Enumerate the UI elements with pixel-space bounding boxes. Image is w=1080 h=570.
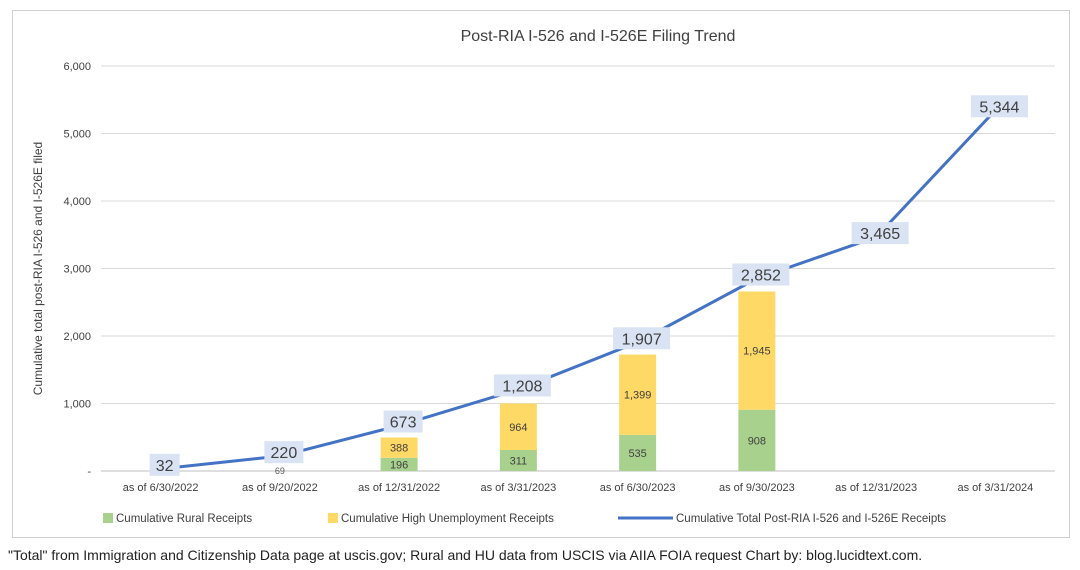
legend-label: Cumulative Total Post-RIA I-526 and I-52… [676,513,946,525]
y-axis-label: Cumulative total post-RIA I-526 and I-52… [31,142,45,395]
y-tick-label: 5,000 [63,129,91,141]
line-label: 32 [156,458,174,475]
x-tick-label: as of 6/30/2023 [600,482,676,494]
line-label: 673 [390,415,417,432]
line-label: 3,465 [860,226,900,243]
line-label: 220 [271,445,298,462]
bar-label-high-unemployment: 388 [390,443,408,455]
bar-label-rural: 311 [510,456,528,468]
bar-high-unemployment [619,354,657,435]
x-tick-label: as of 3/31/2023 [480,482,556,494]
bar-label-rural: 196 [390,459,408,471]
x-tick-label: as of 9/30/2023 [719,482,795,494]
legend-label: Cumulative Rural Receipts [116,513,252,525]
line-total [160,109,997,471]
line-label-box [613,327,671,350]
y-tick-label: 1,000 [63,399,91,411]
chart: Post-RIA I-526 and I-526E Filing Trend - 1… [31,28,1055,525]
x-tick-label: as of 3/31/2024 [957,482,1033,494]
line-label: 2,852 [741,267,781,284]
source-caption: "Total" from Immigration and Citizenship… [8,547,923,563]
y-tick-label: 3,000 [63,264,91,276]
bar-label-small: 69 [275,466,285,476]
line-label-box [732,263,790,286]
bar-label-high-unemployment: 1,399 [624,390,652,402]
y-tick-label: 4,000 [63,196,91,208]
line-label-box [851,222,909,245]
bar-label-high-unemployment: 1,945 [743,346,771,358]
bar-rural [619,434,657,471]
x-tick-label: as of 9/20/2022 [242,482,318,494]
x-tick-label: as of 12/31/2022 [358,482,440,494]
legend-swatch [103,513,113,523]
line-label: 1,208 [502,378,542,395]
legend-label: Cumulative High Unemployment Receipts [341,513,554,525]
x-tick-label: as of 6/30/2022 [123,482,199,494]
line-label-box [149,453,180,476]
bar-high-unemployment [380,437,418,458]
bar-high-unemployment [738,291,776,410]
line-label: 1,907 [622,331,662,348]
bar-label-rural: 535 [628,448,646,460]
line-label-box [264,441,304,464]
line-label: 5,344 [979,99,1019,116]
bar-rural [738,409,776,471]
bar-high-unemployment [499,403,537,451]
bar-label-rural: 908 [748,435,766,447]
line-label-box [493,374,551,397]
y-tick-label: - [87,466,91,478]
chart-frame: Post-RIA I-526 and I-526E Filing Trend - 1… [12,10,1070,538]
bar-rural [499,450,537,471]
line-label-box [383,410,423,433]
chart-title: Post-RIA I-526 and I-526E Filing Trend [461,28,736,45]
x-tick-label: as of 12/31/2023 [835,482,917,494]
bar-label-high-unemployment: 964 [509,422,527,434]
bar-rural [380,457,418,471]
y-tick-label: 2,000 [63,331,91,343]
line-label-box [970,95,1028,118]
y-tick-label: 6,000 [63,61,91,73]
legend-swatch [328,513,338,523]
